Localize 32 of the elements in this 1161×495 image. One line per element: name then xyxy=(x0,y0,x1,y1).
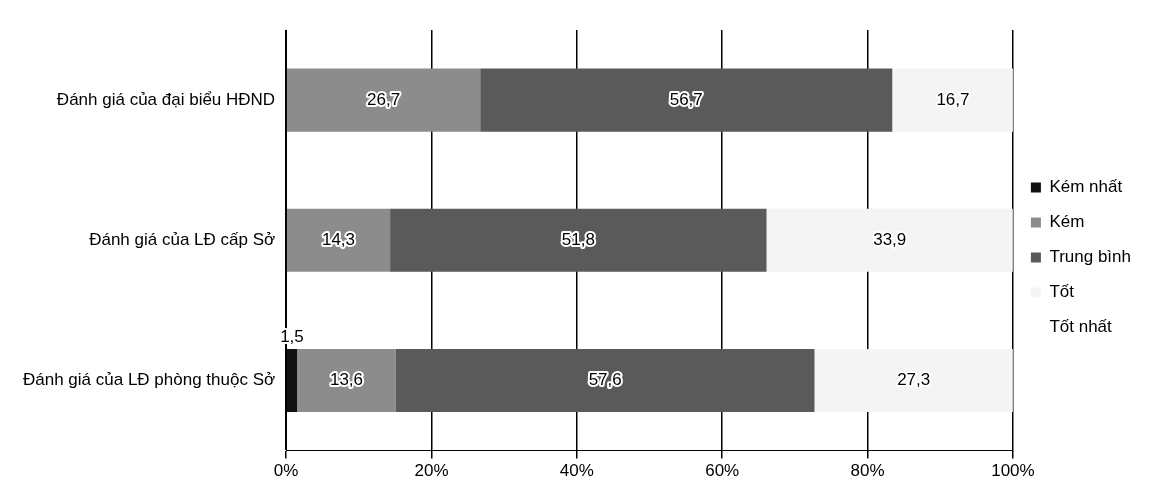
data-label: 16,7 xyxy=(936,89,970,109)
x-tick-label: 20% xyxy=(414,461,449,481)
bar xyxy=(286,208,391,272)
bar xyxy=(286,68,481,132)
data-label: 26,7 xyxy=(367,89,401,109)
data-label: 56,7 xyxy=(669,89,703,109)
text: Tốt nhất xyxy=(1049,317,1113,337)
data-label: 33,9 xyxy=(873,229,907,249)
data-label: 27,3 xyxy=(897,370,931,390)
y-tick-label: Đánh giá của LĐ phòng thuộc Sở xyxy=(23,370,276,390)
bar xyxy=(390,208,767,272)
y-tick-label: Đánh giá của LĐ cấp Sở xyxy=(89,229,276,249)
bar xyxy=(286,348,298,413)
bar xyxy=(892,68,1013,132)
bar xyxy=(480,68,893,132)
bar xyxy=(766,208,1013,272)
legend-label: Kém xyxy=(1049,212,1085,232)
x-tick-label: 0% xyxy=(273,461,299,481)
legend-label: Tốt xyxy=(1049,282,1075,302)
y-tick-label: Đánh giá của đại biểu HĐND xyxy=(56,89,276,109)
bar xyxy=(814,348,1013,413)
x-tick-label: 40% xyxy=(559,461,594,481)
x-tick-label: 80% xyxy=(850,461,885,481)
data-label: 14,3 xyxy=(321,229,356,249)
legend-label: Kém nhất xyxy=(1049,177,1123,197)
x-tick-label: 60% xyxy=(705,461,740,481)
x-tick-label: 100% xyxy=(991,461,1035,481)
bar xyxy=(395,348,815,413)
data-label: 13,6 xyxy=(329,370,364,390)
legend-label: Trung bình xyxy=(1049,247,1132,267)
data-label: 51,8 xyxy=(561,229,595,249)
bar xyxy=(297,348,396,413)
